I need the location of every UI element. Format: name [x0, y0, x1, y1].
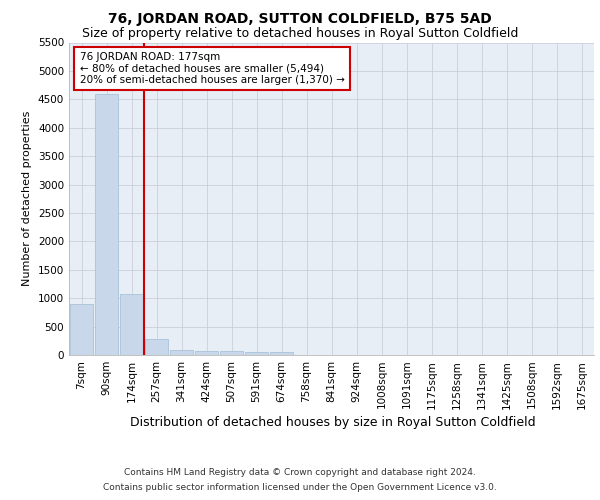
- Text: 76, JORDAN ROAD, SUTTON COLDFIELD, B75 5AD: 76, JORDAN ROAD, SUTTON COLDFIELD, B75 5…: [108, 12, 492, 26]
- Text: Contains public sector information licensed under the Open Government Licence v3: Contains public sector information licen…: [103, 483, 497, 492]
- Y-axis label: Number of detached properties: Number of detached properties: [22, 111, 32, 286]
- Bar: [270, 352, 293, 355]
- Bar: [120, 294, 143, 355]
- Bar: [195, 351, 218, 355]
- Text: Size of property relative to detached houses in Royal Sutton Coldfield: Size of property relative to detached ho…: [82, 28, 518, 40]
- Bar: [170, 350, 193, 355]
- Bar: [145, 339, 168, 355]
- Bar: [95, 94, 118, 355]
- Bar: [245, 352, 268, 355]
- Text: Contains HM Land Registry data © Crown copyright and database right 2024.: Contains HM Land Registry data © Crown c…: [124, 468, 476, 477]
- Bar: [70, 304, 93, 355]
- Text: 76 JORDAN ROAD: 177sqm
← 80% of detached houses are smaller (5,494)
20% of semi-: 76 JORDAN ROAD: 177sqm ← 80% of detached…: [79, 52, 344, 85]
- Bar: [220, 351, 243, 355]
- Text: Distribution of detached houses by size in Royal Sutton Coldfield: Distribution of detached houses by size …: [130, 416, 536, 429]
